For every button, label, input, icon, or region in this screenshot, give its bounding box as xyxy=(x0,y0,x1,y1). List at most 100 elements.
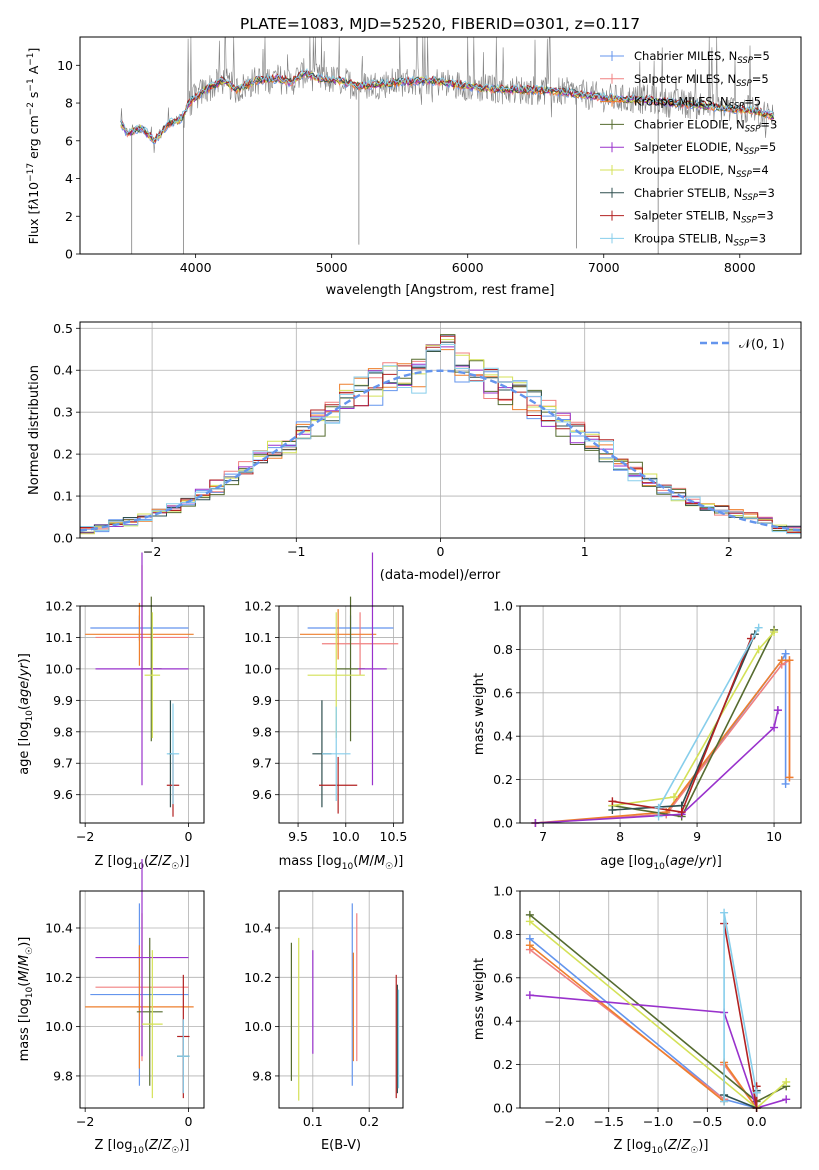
z-mass-ytick-label: 10.0 xyxy=(45,1019,73,1034)
age-weight-line-salpeter_elodie xyxy=(535,710,779,824)
z-weight-ylabel: mass weight xyxy=(472,958,487,1040)
z-mass-panel: −2 0 9.8 10.0 10.2 10.4 Z [log10(Z/Z☉)] mass … xyxy=(17,858,205,1156)
spectrum-ylabel: Flux [fλ10−17 erg cm−2 s−1 A−1] xyxy=(26,48,41,245)
residuals-hist-chabrier_stelib xyxy=(80,341,801,527)
ebv-mass-ytick-label: 10.2 xyxy=(244,970,272,985)
age-weight-ytick-label: 0.4 xyxy=(493,729,513,744)
ebv-mass-ytick-label: 9.8 xyxy=(252,1068,272,1083)
age-weight-xtick-label: 9 xyxy=(693,829,701,844)
spectrum-ticks: 4000 5000 6000 7000 8000 0 2 4 6 8 10 xyxy=(57,58,756,275)
residuals-ytick-label: 0.5 xyxy=(53,321,73,336)
z-weight-xlabel: Z [log10(Z/Z☉)] xyxy=(614,1138,709,1156)
age-weight-xtick-label: 8 xyxy=(616,829,624,844)
residuals-legend: 𝒩(0, 1) xyxy=(700,336,785,351)
mass-age-xtick-label: 9.5 xyxy=(288,829,308,844)
mass-age-ytick-label: 10.2 xyxy=(244,599,272,614)
z-weight-ytick-label: 0.0 xyxy=(493,1101,513,1116)
spectrum-xtick-label: 7000 xyxy=(588,260,620,275)
age-weight-xtick-label: 7 xyxy=(539,829,547,844)
spectrum-ytick-label: 6 xyxy=(65,133,73,148)
z-age-ytick-label: 10.2 xyxy=(45,599,73,614)
z-mass-axes-frame xyxy=(79,890,205,1109)
age-weight-panel: 7 8 9 10 0.0 0.2 0.4 0.6 0.8 1.0 age [log10(age/y… xyxy=(472,599,802,872)
mass-age-xlabel: mass [log10(M/M☉)] xyxy=(279,854,404,872)
residuals-ytick-label: 0.1 xyxy=(53,489,73,504)
residuals-xtick-label: −1 xyxy=(287,544,305,559)
spectrum-xtick-label: 5000 xyxy=(316,260,348,275)
z-age-ytick-label: 10.1 xyxy=(45,630,73,645)
residuals-xlabel: (data-model)/error xyxy=(380,568,501,583)
residuals-normal-curve xyxy=(79,369,802,532)
z-age-axes-frame xyxy=(79,605,205,824)
residuals-hist-salpeter_stelib xyxy=(80,335,801,534)
residuals-hist-kroupa_stelib xyxy=(80,343,801,535)
z-mass-ytick-label: 10.2 xyxy=(45,970,73,985)
residuals-ticks: −2 −1 0 1 2 0.0 0.1 0.2 0.3 0.4 0.5 xyxy=(53,321,733,559)
z-weight-axes-frame xyxy=(519,890,802,1109)
spectrum-legend-label: Chabrier ELODIE, NSSP=3 xyxy=(634,117,777,134)
ebv-mass-panel: 0.1 0.2 9.8 10.0 10.2 10.4 E(B-V) xyxy=(244,890,404,1153)
z-weight-xtick-label: −2.0 xyxy=(544,1114,574,1129)
z-weight-ytick-label: 0.6 xyxy=(493,970,513,985)
residuals-xtick-label: 2 xyxy=(725,544,733,559)
residuals-ytick-label: 0.3 xyxy=(53,405,73,420)
spectrum-xlabel: wavelength [Angstrom, rest frame] xyxy=(326,283,555,298)
mass-age-xtick-label: 10.0 xyxy=(332,829,360,844)
spectrum-legend-label: Kroupa ELODIE, NSSP=4 xyxy=(634,163,769,180)
spectrum-data xyxy=(120,36,775,254)
age-weight-data xyxy=(531,623,794,827)
mass-age-data xyxy=(299,552,399,814)
residuals-ytick-label: 0.0 xyxy=(53,531,73,546)
ebv-mass-ytick-label: 10.0 xyxy=(244,1019,272,1034)
z-weight-ticks: −2.0 −1.5 −1.0 −0.5 0.0 0.0 0.2 0.4 0.6 0.8 1.0 xyxy=(493,884,767,1130)
age-weight-ytick-label: 1.0 xyxy=(493,599,513,614)
z-age-data xyxy=(85,552,194,817)
spectrum-legend-label: Kroupa MILES, NSSP=5 xyxy=(634,95,761,112)
mass-age-ytick-label: 9.7 xyxy=(252,756,272,771)
z-age-xtick-label: 0 xyxy=(185,829,193,844)
z-mass-data xyxy=(85,858,194,1099)
z-age-xtick-label: −2 xyxy=(76,829,94,844)
z-mass-ticks: −2 0 9.8 10.0 10.2 10.4 xyxy=(45,920,192,1129)
residuals-legend-label: 𝒩(0, 1) xyxy=(739,336,785,351)
z-mass-xtick-label: 0 xyxy=(185,1114,193,1129)
spectrum-legend: Chabrier MILES, NSSP=5 Salpeter MILES, NS… xyxy=(600,49,777,248)
spectrum-legend-label: Chabrier STELIB, NSSP=3 xyxy=(634,186,775,203)
z-weight-xtick-label: 0.0 xyxy=(747,1114,767,1129)
spectrum-legend-label: Kroupa STELIB, NSSP=3 xyxy=(634,231,766,248)
z-age-ytick-label: 9.8 xyxy=(53,724,73,739)
z-age-ytick-label: 9.7 xyxy=(53,756,73,771)
spectrum-xtick-label: 4000 xyxy=(180,260,212,275)
spectrum-model-kroupa_stelib xyxy=(120,68,775,142)
z-age-ytick-label: 9.6 xyxy=(53,787,73,802)
spectrum-ytick-label: 0 xyxy=(65,247,73,262)
z-weight-xtick-label: −0.5 xyxy=(692,1114,722,1129)
z-weight-ytick-label: 0.2 xyxy=(493,1057,513,1072)
ebv-mass-data xyxy=(290,903,400,1101)
z-weight-panel: −2.0 −1.5 −1.0 −0.5 0.0 0.0 0.2 0.4 0.6 0.8 1.0 Z … xyxy=(472,884,802,1156)
spectrum-xtick-label: 6000 xyxy=(452,260,484,275)
z-mass-ylabel: mass [log10(M/M☉)] xyxy=(17,937,35,1062)
ebv-mass-ytick-label: 10.4 xyxy=(244,920,272,935)
age-weight-ytick-label: 0.0 xyxy=(493,816,513,831)
mass-age-ytick-label: 9.8 xyxy=(252,724,272,739)
mass-age-ticks: 9.5 10.0 10.5 9.6 9.7 9.8 9.9 10.0 10.1 10.2 xyxy=(244,599,407,845)
z-weight-ytick-label: 0.4 xyxy=(493,1014,513,1029)
z-age-ylabel: age [log10(age/yr)] xyxy=(17,653,35,775)
ebv-mass-axes-frame xyxy=(278,890,404,1109)
ebv-mass-ticks: 0.1 0.2 9.8 10.0 10.2 10.4 xyxy=(244,920,379,1129)
z-mass-ytick-label: 10.4 xyxy=(45,920,73,935)
z-mass-ytick-label: 9.8 xyxy=(53,1068,73,1083)
residuals-panel: −2 −1 0 1 2 0.0 0.1 0.2 0.3 0.4 0.5 𝒩(0, 1) (data-… xyxy=(27,321,802,583)
z-age-ticks: −2 0 9.6 9.7 9.8 9.9 10.0 10.1 10.2 xyxy=(45,599,192,845)
mass-age-ytick-label: 9.6 xyxy=(252,787,272,802)
spectrum-title: PLATE=1083, MJD=52520, FIBERID=0301, z=0… xyxy=(240,15,640,33)
residuals-xtick-label: 0 xyxy=(437,544,445,559)
residuals-ytick-label: 0.4 xyxy=(53,363,73,378)
spectrum-xtick-label: 8000 xyxy=(724,260,756,275)
z-age-ytick-label: 10.0 xyxy=(45,661,73,676)
age-weight-ytick-label: 0.2 xyxy=(493,772,513,787)
spectrum-axes-frame xyxy=(79,36,802,255)
z-age-panel: −2 09.69.79.89.910.010.110.2 Z [log10(Z/Z… xyxy=(17,552,205,872)
